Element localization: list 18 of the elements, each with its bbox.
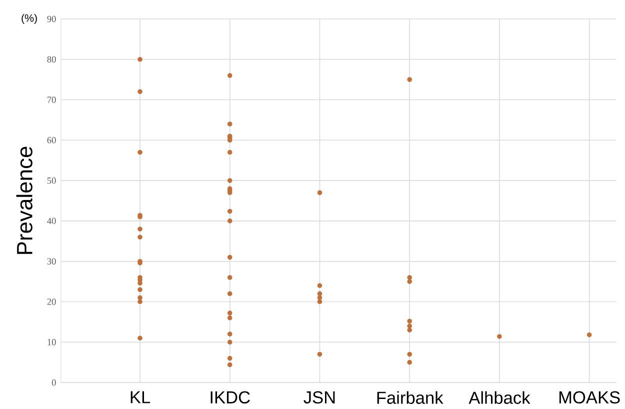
x-tick-label: Alhback (468, 391, 530, 404)
y-tick-label: 50 (47, 178, 56, 184)
y-tick-label: 30 (47, 258, 56, 265)
y-axis-title: Prevalence (16, 147, 32, 254)
x-tick-label: JSN (304, 391, 335, 404)
text: (%) (22, 14, 37, 24)
x-tick-label: IKDC (210, 391, 250, 404)
y-tick-label: 70 (48, 96, 56, 104)
y-tick-label: 90 (47, 16, 56, 22)
y-tick-label: 40 (47, 218, 56, 224)
x-tick-label: Fairbank (377, 391, 444, 404)
x-tick-label: KL (130, 391, 150, 404)
x-tick-label: MOAKS (559, 391, 620, 404)
y-tick-label: 60 (47, 137, 56, 144)
y-tick-label: 0 (52, 380, 56, 386)
y-tick-label: 10 (48, 339, 56, 346)
y-tick-label: 20 (47, 298, 56, 306)
y-tick-label: 80 (47, 56, 56, 63)
